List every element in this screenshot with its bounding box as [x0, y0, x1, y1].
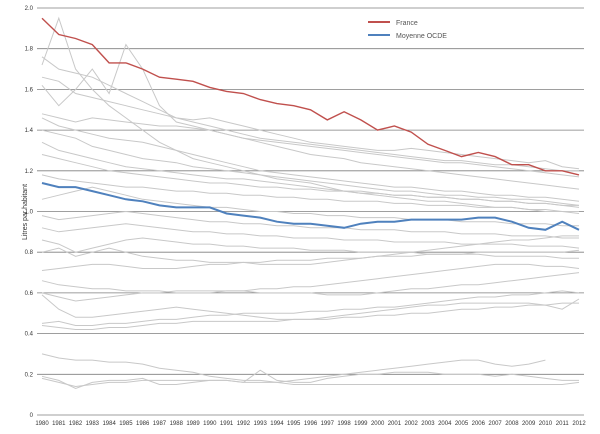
x-tick-label: 1990	[203, 421, 217, 427]
legend: France Moyenne OCDE	[368, 20, 447, 40]
y-tick-label: 0.6	[25, 291, 34, 297]
background-series-line	[41, 186, 579, 227]
highlighted-series	[41, 17, 580, 231]
y-tick-label: 1.8	[25, 47, 34, 53]
background-series-line	[41, 272, 580, 302]
x-tick-label: 2006	[472, 421, 486, 427]
x-tick-label: 1996	[304, 421, 318, 427]
x-tick-label: 2010	[539, 421, 553, 427]
background-series-line	[41, 129, 580, 206]
x-tick-label: 1991	[220, 421, 234, 427]
x-tick-label: 1995	[287, 421, 301, 427]
background-series-line	[41, 117, 580, 202]
y-tick-label: 0.2	[25, 372, 34, 378]
background-series-line	[41, 237, 579, 259]
background-series-line	[41, 263, 580, 294]
x-tick-label: 1988	[170, 421, 184, 427]
x-tick-label: 1982	[69, 421, 83, 427]
x-tick-label: 1987	[153, 421, 167, 427]
series-line-moyenne-ocde	[41, 182, 580, 231]
x-tick-label: 2009	[522, 421, 536, 427]
x-tick-label: 2012	[572, 421, 586, 427]
legend-label-moyenne-ocde: Moyenne OCDE	[396, 33, 447, 40]
x-tick-label: 1989	[186, 421, 200, 427]
background-series-line	[41, 56, 579, 172]
series-line-france	[41, 17, 580, 176]
x-tick-label: 1997	[321, 421, 335, 427]
x-tick-label: 1994	[270, 421, 284, 427]
x-tick-label: 2011	[556, 421, 570, 427]
y-tick-label: 0.4	[25, 332, 34, 338]
x-tick-label: 2004	[438, 421, 452, 427]
x-tick-label: 2003	[421, 421, 435, 427]
y-tick-label: 1.0	[25, 210, 34, 216]
x-tick-label: 1993	[253, 421, 267, 427]
x-axis-tick-labels: 1980 1981 1982 1983 1984 1985 1986 1987 1988 1989…	[35, 421, 586, 427]
y-tick-label: 1.6	[25, 87, 34, 93]
x-tick-label: 1981	[52, 421, 66, 427]
x-tick-label: 2007	[488, 421, 502, 427]
x-tick-label: 1984	[102, 421, 116, 427]
y-tick-label: 2.0	[25, 6, 34, 12]
background-series-line	[41, 223, 580, 249]
legend-label-france: France	[396, 20, 418, 27]
background-series-line	[41, 16, 580, 214]
x-tick-label: 1999	[354, 421, 368, 427]
background-series-line	[41, 235, 579, 265]
x-tick-label: 1983	[86, 421, 100, 427]
y-tick-label: 1.2	[25, 169, 34, 175]
x-tick-label: 1998	[337, 421, 351, 427]
x-tick-label: 1986	[136, 421, 150, 427]
background-series-line	[41, 154, 579, 206]
x-tick-label: 2000	[371, 421, 385, 427]
background-series-line	[41, 369, 579, 390]
y-tick-label: 0	[30, 413, 34, 419]
background-series-line	[41, 302, 579, 330]
background-series-line	[41, 353, 546, 383]
background-series	[41, 16, 580, 390]
background-series-line	[41, 210, 579, 239]
background-series-line	[41, 377, 580, 388]
x-tick-label: 1985	[119, 421, 133, 427]
x-tick-label: 2001	[388, 421, 402, 427]
x-tick-label: 1992	[237, 421, 251, 427]
background-series-line	[41, 290, 580, 326]
background-series-line	[41, 113, 580, 178]
x-tick-label: 2002	[405, 421, 419, 427]
background-series-line	[41, 174, 579, 212]
x-tick-label: 2005	[455, 421, 469, 427]
y-tick-label: 1.4	[25, 128, 34, 134]
y-tick-label: 0.8	[25, 250, 34, 256]
background-series-line	[41, 249, 580, 271]
y-axis-tick-labels: 0 0.2 0.4 0.6 0.8 1.0 1.2 1.4 1.6 1.8 2.0	[25, 6, 34, 419]
background-series-line	[41, 43, 580, 190]
x-tick-label: 1980	[35, 421, 49, 427]
x-tick-label: 2008	[505, 421, 519, 427]
background-series-line	[41, 76, 580, 170]
y-axis-title: Litres par habitant	[22, 184, 29, 240]
